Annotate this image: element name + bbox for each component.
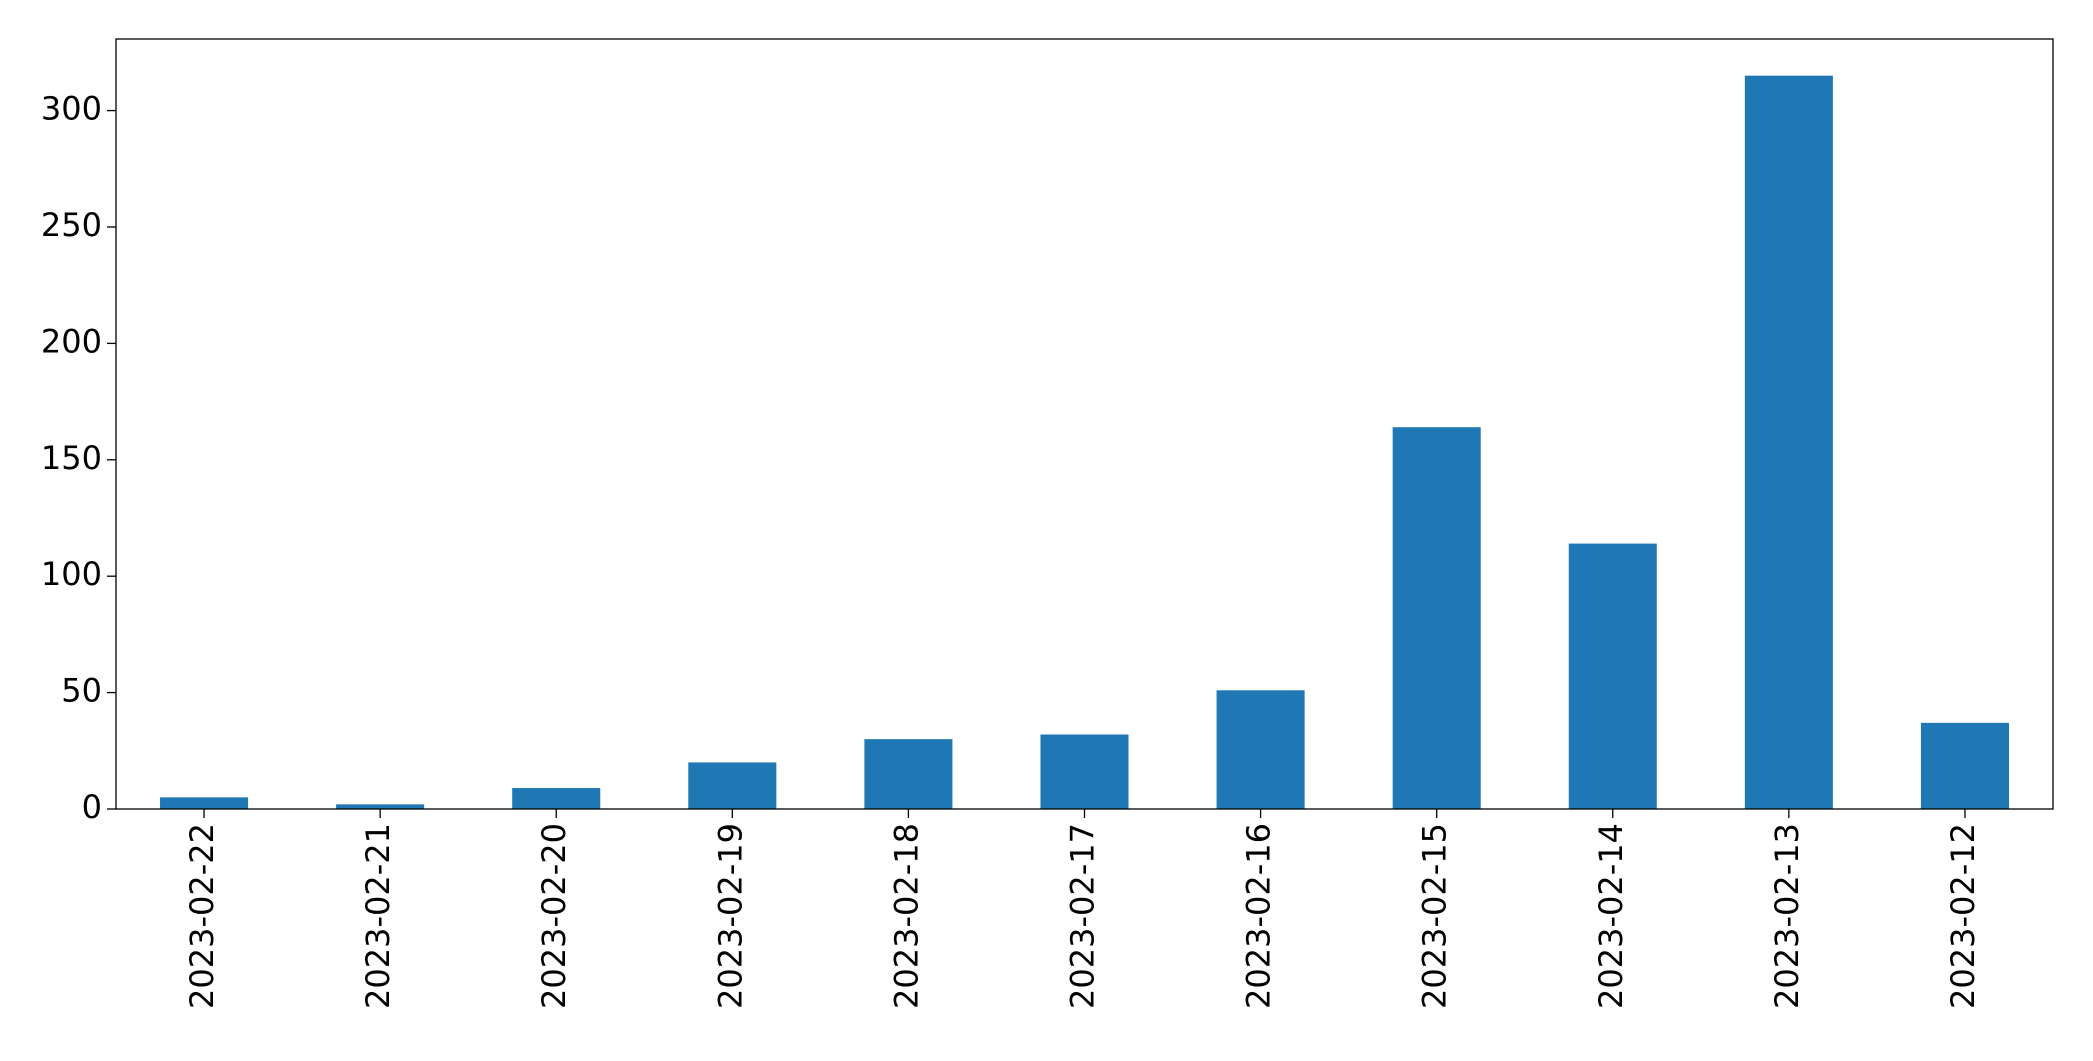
x-tick-label: 2023-02-17 — [1064, 823, 1102, 1009]
bar — [688, 762, 777, 809]
bar — [1392, 427, 1481, 809]
x-tick-label: 2023-02-13 — [1768, 823, 1806, 1009]
y-tick-label: 150 — [41, 439, 102, 477]
y-tick-label: 0 — [82, 788, 102, 826]
bar — [1744, 75, 1833, 809]
bar — [160, 797, 249, 809]
x-tick-label: 2023-02-12 — [1944, 823, 1982, 1009]
x-tick-label: 2023-02-20 — [535, 823, 573, 1009]
bar — [1568, 543, 1657, 809]
y-tick-label: 200 — [41, 322, 102, 360]
bar — [1216, 690, 1305, 809]
x-tick-label: 2023-02-18 — [887, 823, 925, 1009]
y-tick-label: 300 — [41, 90, 102, 128]
x-tick-label: 2023-02-15 — [1416, 823, 1454, 1009]
x-tick-label: 2023-02-16 — [1240, 823, 1278, 1009]
bar — [864, 739, 953, 809]
x-tick-label: 2023-02-21 — [359, 823, 397, 1009]
x-tick-label: 2023-02-22 — [183, 823, 221, 1009]
x-tick-label: 2023-02-14 — [1592, 823, 1630, 1009]
plot-frame — [115, 38, 2054, 810]
bar — [336, 804, 425, 809]
y-tick-label: 100 — [41, 555, 102, 593]
bar — [1040, 734, 1129, 809]
bar — [1920, 722, 2009, 809]
y-tick-label: 250 — [41, 206, 102, 244]
x-tick-label: 2023-02-19 — [711, 823, 749, 1009]
y-tick-label: 50 — [61, 672, 102, 710]
bar — [512, 788, 601, 809]
